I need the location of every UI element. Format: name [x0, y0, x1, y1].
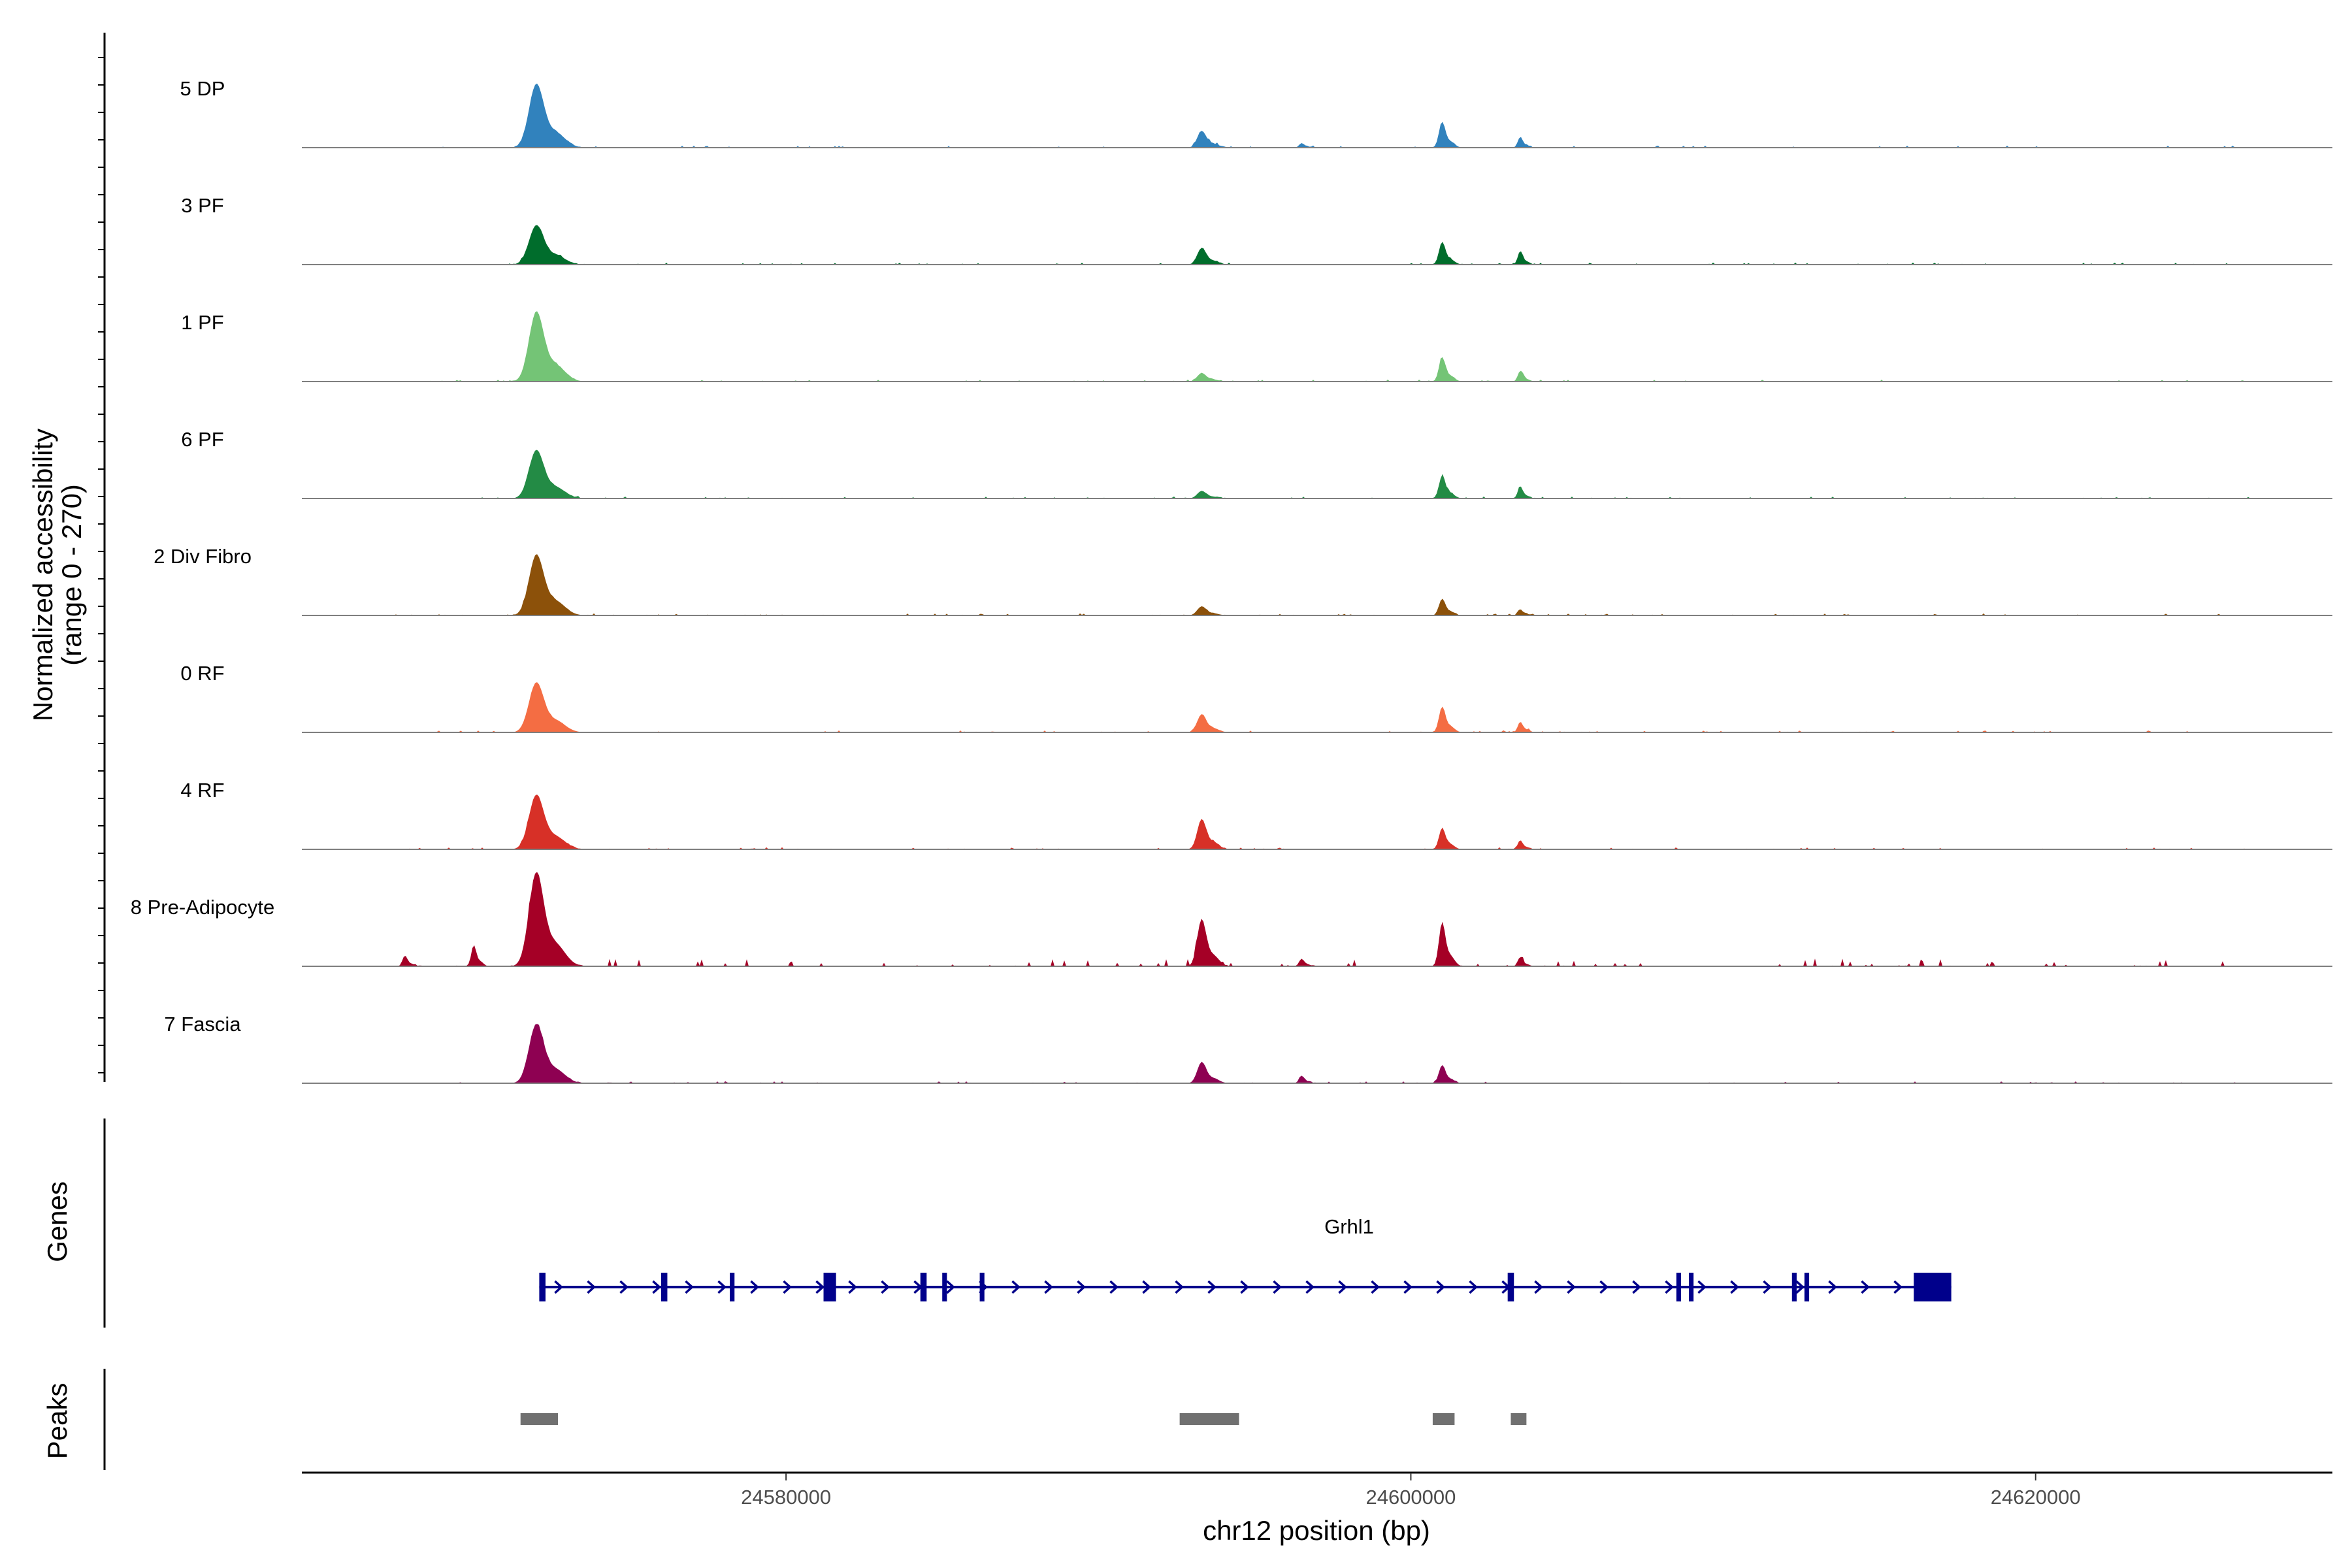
x-tick-label: 24580000 [741, 1486, 831, 1509]
coverage-panel: 5 DP 3 PF 1 PF 6 PF 2 Div Fibro 0 RF 4 RF 8 Pre… [98, 33, 2332, 1084]
peaks-panel [103, 1369, 1527, 1470]
gene-exon [1804, 1273, 1810, 1301]
coverage-ylabel-line2: (range 0 - 270) [56, 484, 87, 666]
track-label: 8 Pre-Adipocyte [131, 896, 275, 919]
gene-exon [1676, 1273, 1682, 1301]
track-label: 4 RF [180, 779, 224, 802]
gene-exon [1507, 1273, 1514, 1301]
x-tick-label: 24620000 [1991, 1486, 2081, 1509]
track-6-pf: 6 PF [181, 428, 2332, 499]
track-7-fascia: 7 Fascia [164, 1013, 2332, 1084]
gene-exon [979, 1273, 985, 1301]
gene-exon [661, 1273, 668, 1301]
track-1-pf: 1 PF [181, 311, 2332, 382]
strand-arrow [1534, 1280, 1544, 1294]
coverage-signal [302, 682, 2332, 732]
strand-arrow [815, 1280, 825, 1294]
peaks-ylabel: Peaks [42, 1383, 73, 1460]
track-label: 5 DP [180, 77, 225, 100]
strand-arrow [1044, 1280, 1054, 1294]
gene-exon [1914, 1273, 1952, 1301]
gene-exon [1791, 1273, 1797, 1301]
strand-arrow [652, 1280, 662, 1294]
strand-arrow [848, 1280, 858, 1294]
track-2-div-fibro: 2 Div Fibro [154, 545, 2332, 616]
x-axis-title: chr12 position (bp) [1203, 1515, 1430, 1546]
strand-arrow [1109, 1280, 1119, 1294]
coverage-signal [302, 225, 2332, 265]
strand-arrow [783, 1280, 792, 1294]
strand-arrow [1403, 1280, 1413, 1294]
strand-arrow [1436, 1280, 1446, 1294]
track-0-rf: 0 RF [180, 662, 2332, 733]
peak-region [1511, 1413, 1527, 1425]
strand-arrow [946, 1280, 956, 1294]
strand-arrow [1697, 1280, 1707, 1294]
coverage-signal [302, 83, 2332, 148]
track-label: 0 RF [180, 662, 224, 685]
strand-arrow [1861, 1280, 1870, 1294]
strand-arrow [881, 1280, 890, 1294]
coverage-signal [302, 311, 2332, 382]
coverage-ylabel-line1: Normalized accessibility [27, 429, 58, 721]
strand-arrow [619, 1280, 629, 1294]
strand-arrow [1763, 1280, 1772, 1294]
strand-arrow [1305, 1280, 1315, 1294]
track-label: 3 PF [181, 194, 223, 217]
strand-arrow [1011, 1280, 1021, 1294]
strand-arrow [750, 1280, 760, 1294]
x-axis: 24580000 24600000 24620000 [302, 1471, 2332, 1509]
strand-arrow [1795, 1280, 1805, 1294]
track-5-dp: 5 DP [180, 77, 2332, 148]
strand-arrow [1665, 1280, 1674, 1294]
gene-exon [1689, 1273, 1694, 1301]
gene-exon [942, 1273, 947, 1301]
genes-ylabel: Genes [42, 1181, 73, 1262]
coverage-signal [302, 794, 2332, 849]
strand-arrow [1240, 1280, 1250, 1294]
strand-arrow [1142, 1280, 1152, 1294]
gene-exon [730, 1273, 735, 1301]
strand-arrow [1207, 1280, 1217, 1294]
strand-arrow [717, 1280, 727, 1294]
strand-arrow [1273, 1280, 1282, 1294]
strand-arrow [554, 1280, 564, 1294]
strand-arrow [1567, 1280, 1576, 1294]
coverage-signal [302, 554, 2332, 615]
track-label: 7 Fascia [164, 1013, 241, 1036]
strand-arrow [1632, 1280, 1642, 1294]
strand-arrow [1599, 1280, 1609, 1294]
track-label: 1 PF [181, 311, 223, 334]
track-8-pre-adipocyte: 8 Pre-Adipocyte [131, 872, 2332, 967]
strand-arrow [1828, 1280, 1838, 1294]
strand-arrow [1469, 1280, 1478, 1294]
gene-name-label: Grhl1 [1324, 1215, 1374, 1238]
strand-arrow [1730, 1280, 1740, 1294]
strand-arrow [685, 1280, 694, 1294]
strand-arrow [1371, 1280, 1380, 1294]
strand-arrow [1893, 1280, 1903, 1294]
track-label: 6 PF [181, 428, 223, 451]
gene-exon [539, 1273, 546, 1301]
peak-region [1432, 1413, 1455, 1425]
coverage-signal [302, 1024, 2332, 1083]
coverage-signal [302, 872, 2332, 966]
peak-region [1179, 1413, 1239, 1425]
gene-exon [920, 1273, 927, 1301]
genes-panel [103, 1119, 1952, 1328]
track-4-rf: 4 RF [180, 779, 2332, 850]
coverage-signal [302, 449, 2332, 498]
strand-arrow [1338, 1280, 1348, 1294]
track-3-pf: 3 PF [181, 194, 2332, 265]
peak-region [520, 1413, 559, 1425]
track-label: 2 Div Fibro [154, 545, 252, 568]
strand-arrow [587, 1280, 596, 1294]
strand-arrow [1175, 1280, 1184, 1294]
strand-arrow [1077, 1280, 1086, 1294]
x-tick-label: 24600000 [1365, 1486, 1456, 1509]
gene-exon [823, 1273, 836, 1301]
